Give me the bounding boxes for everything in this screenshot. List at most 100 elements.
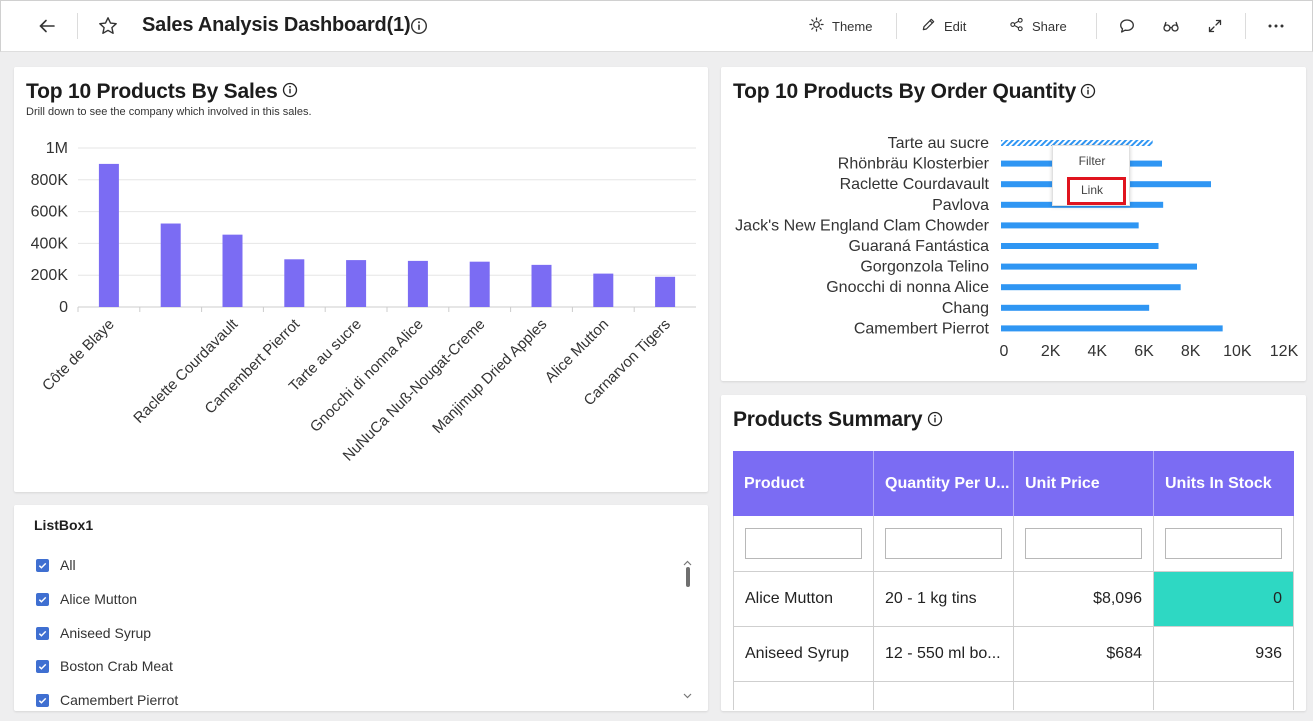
sales-x-tick-label: Gnocchi di nonna Alice: [307, 316, 427, 436]
quantity-bar[interactable]: [1001, 325, 1223, 332]
listbox-item[interactable]: Boston Crab Meat: [36, 658, 173, 674]
more-options-icon[interactable]: [1264, 14, 1288, 38]
quantity-bar[interactable]: [1001, 243, 1159, 249]
sales-bar[interactable]: [593, 273, 614, 307]
cell-product: [733, 682, 874, 710]
sales-x-tick-label: Côte de Blaye: [39, 316, 118, 395]
checkbox-checked-icon[interactable]: [36, 592, 49, 606]
sales-x-tick-label: Raclette Courdavault: [130, 315, 242, 427]
listbox-item[interactable]: Camembert Pierrot: [36, 692, 178, 708]
table-row[interactable]: [733, 682, 1294, 710]
checkbox-checked-icon[interactable]: [36, 659, 49, 673]
cell-unit-price: [1014, 682, 1154, 710]
quantity-x-tick-label: 0: [1000, 343, 1009, 360]
column-header-unit-price[interactable]: Unit Price: [1014, 451, 1154, 516]
dashboard-title: Sales Analysis Dashboard(1): [142, 14, 411, 36]
back-arrow-icon[interactable]: [35, 14, 59, 38]
quantity-x-tick-label: 6K: [1134, 343, 1154, 360]
quantity-x-tick-label: 12K: [1270, 343, 1299, 360]
link-highlight-box: [1067, 177, 1126, 205]
checkbox-checked-icon[interactable]: [36, 693, 49, 707]
quantity-bar[interactable]: [1001, 140, 1153, 146]
share-button[interactable]: Share: [1009, 1, 1067, 51]
cell-product: Aniseed Syrup: [733, 627, 874, 681]
quantity-x-tick-label: 2K: [1041, 343, 1061, 360]
sales-chart-subtitle: Drill down to see the company which invo…: [26, 106, 312, 118]
table-row[interactable]: Aniseed Syrup 12 - 550 ml bo... $684 936: [733, 627, 1294, 682]
sales-y-tick-label: 600K: [31, 204, 69, 221]
listbox-item-label: Aniseed Syrup: [60, 625, 152, 641]
context-menu-link[interactable]: Link: [1080, 183, 1103, 197]
column-header-units-in-stock[interactable]: Units In Stock: [1165, 474, 1272, 492]
filter-input-price[interactable]: [1025, 528, 1142, 559]
quantity-category-label: Rhönbräu Klosterbier: [838, 156, 990, 173]
edit-button[interactable]: Edit: [921, 1, 966, 51]
expand-icon[interactable]: [1203, 14, 1227, 38]
quantity-bar-chart[interactable]: Tarte au sucre Rhönbräu Klosterbier Raclet…: [721, 125, 1306, 370]
cell-units-in-stock: [1154, 682, 1294, 710]
quantity-bar[interactable]: [1001, 222, 1139, 229]
sales-bar[interactable]: [160, 223, 181, 307]
listbox-item-label: Alice Mutton: [60, 591, 138, 607]
share-label: Share: [1032, 18, 1067, 34]
edit-label: Edit: [944, 18, 967, 34]
summary-info-icon[interactable]: [927, 411, 943, 432]
sales-bar[interactable]: [284, 259, 305, 307]
listbox-scrollbar[interactable]: [686, 567, 690, 587]
listbox-card: [14, 505, 708, 711]
sales-bar[interactable]: [346, 260, 367, 307]
table-filter-row: [733, 516, 1294, 572]
scroll-down-icon[interactable]: [683, 686, 692, 704]
context-menu-filter[interactable]: Filter: [1078, 154, 1106, 168]
glasses-icon[interactable]: [1159, 14, 1183, 38]
column-header-quantity-per-unit[interactable]: Quantity Per U...: [874, 451, 1014, 516]
sales-bar[interactable]: [222, 234, 243, 307]
theme-sun-icon: [809, 17, 824, 35]
comment-icon[interactable]: [1115, 14, 1139, 38]
theme-button[interactable]: Theme: [809, 1, 872, 51]
sales-bar-chart[interactable]: 0 200K 400K 600K 800K 1M Côte de Blaye Raclette…: [14, 130, 708, 480]
sales-chart-title: Top 10 Products By Sales: [26, 80, 278, 103]
listbox-item[interactable]: All: [36, 557, 76, 573]
sales-bar[interactable]: [531, 264, 552, 307]
quantity-category-label: Tarte au sucre: [888, 135, 989, 152]
quantity-x-tick-label: 4K: [1088, 343, 1108, 360]
cell-unit-price: $684: [1014, 627, 1154, 681]
cell-quantity-per-unit: 20 - 1 kg tins: [874, 572, 1014, 626]
column-header-product[interactable]: Product: [733, 451, 874, 516]
checkbox-checked-icon[interactable]: [36, 558, 49, 572]
quantity-bar[interactable]: [1001, 304, 1150, 311]
toolbar-divider: [1096, 13, 1097, 39]
quantity-bar[interactable]: [1001, 284, 1181, 291]
sales-bar[interactable]: [655, 276, 676, 307]
listbox-item-label: Boston Crab Meat: [60, 658, 173, 674]
filter-input-product[interactable]: [745, 528, 862, 559]
filter-input-stock[interactable]: [1165, 528, 1282, 559]
sales-bar[interactable]: [407, 260, 428, 307]
quantity-info-icon[interactable]: [1080, 83, 1096, 104]
quantity-category-label: Guaraná Fantástica: [848, 238, 989, 255]
share-icon: [1009, 17, 1024, 35]
dashboard-info-icon[interactable]: [407, 14, 431, 38]
checkbox-checked-icon[interactable]: [36, 626, 49, 640]
scroll-up-icon[interactable]: [683, 553, 692, 571]
quantity-category-label: Jack's New England Clam Chowder: [735, 217, 990, 234]
sales-bar[interactable]: [469, 261, 490, 307]
cell-quantity-per-unit: [874, 682, 1014, 710]
listbox-item[interactable]: Alice Mutton: [36, 591, 137, 607]
quantity-bar[interactable]: [1001, 263, 1197, 270]
favorite-star-icon[interactable]: [96, 14, 120, 38]
sales-x-tick-label: Manjimup Dried Apples: [429, 316, 550, 437]
pencil-icon: [921, 17, 936, 35]
quantity-x-tick-label: 10K: [1223, 343, 1252, 360]
sales-y-tick-label: 200K: [31, 267, 69, 284]
toolbar-divider: [77, 13, 78, 39]
listbox-item[interactable]: Aniseed Syrup: [36, 625, 151, 641]
table-row[interactable]: Alice Mutton 20 - 1 kg tins $8,096 0: [733, 572, 1294, 627]
products-summary-table: Product Quantity Per U... Unit Price Uni…: [733, 451, 1294, 710]
sales-info-icon[interactable]: [282, 82, 298, 103]
filter-input-quantity[interactable]: [885, 528, 1002, 559]
sales-bar[interactable]: [98, 163, 119, 307]
table-header: Product Quantity Per U... Unit Price Uni…: [733, 451, 1294, 516]
quantity-category-label: Chang: [942, 300, 989, 317]
